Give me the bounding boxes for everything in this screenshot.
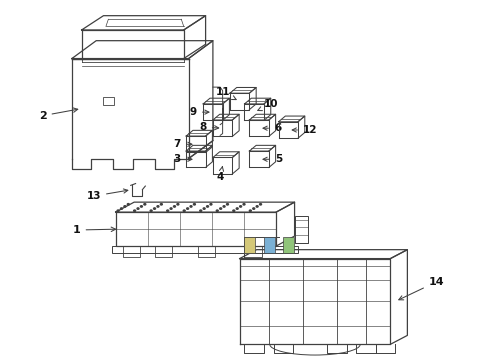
Circle shape — [236, 208, 238, 209]
Circle shape — [193, 203, 195, 205]
Text: 8: 8 — [199, 122, 218, 132]
Circle shape — [123, 206, 125, 207]
Circle shape — [133, 210, 135, 211]
Circle shape — [249, 210, 251, 211]
Circle shape — [160, 203, 162, 205]
Circle shape — [183, 210, 185, 211]
Circle shape — [232, 210, 234, 211]
Text: 6: 6 — [263, 123, 281, 133]
Circle shape — [206, 206, 208, 207]
Circle shape — [259, 203, 261, 205]
Circle shape — [166, 210, 168, 211]
Circle shape — [226, 203, 228, 205]
Text: 11: 11 — [215, 87, 236, 100]
Circle shape — [137, 208, 139, 209]
Circle shape — [177, 203, 179, 205]
Text: 9: 9 — [189, 107, 208, 117]
Bar — [244, 237, 255, 253]
Circle shape — [150, 210, 152, 211]
Text: 3: 3 — [173, 154, 191, 164]
Circle shape — [153, 208, 155, 209]
Bar — [103, 97, 114, 105]
Text: 5: 5 — [263, 154, 282, 164]
Circle shape — [170, 208, 172, 209]
Circle shape — [157, 206, 159, 207]
Circle shape — [117, 210, 119, 211]
Circle shape — [200, 210, 201, 211]
Text: 1: 1 — [73, 225, 115, 235]
Circle shape — [223, 206, 224, 207]
Circle shape — [239, 206, 241, 207]
Bar — [116, 212, 276, 246]
Text: 12: 12 — [292, 125, 317, 135]
Circle shape — [143, 203, 145, 205]
Circle shape — [256, 206, 258, 207]
Bar — [283, 237, 293, 253]
Bar — [112, 246, 298, 253]
Circle shape — [216, 210, 218, 211]
Circle shape — [203, 208, 204, 209]
Circle shape — [120, 208, 122, 209]
Circle shape — [209, 203, 211, 205]
Text: 10: 10 — [257, 99, 278, 111]
Bar — [264, 237, 274, 253]
Bar — [294, 216, 307, 243]
Circle shape — [190, 206, 192, 207]
Text: 2: 2 — [39, 108, 78, 121]
Circle shape — [219, 208, 221, 209]
Circle shape — [186, 208, 188, 209]
Circle shape — [127, 203, 129, 205]
Circle shape — [243, 203, 244, 205]
Circle shape — [252, 208, 254, 209]
Text: 13: 13 — [86, 189, 127, 201]
Circle shape — [173, 206, 175, 207]
Circle shape — [140, 206, 142, 207]
Text: 7: 7 — [173, 139, 191, 149]
Text: 4: 4 — [216, 166, 224, 182]
Text: 14: 14 — [398, 277, 444, 300]
